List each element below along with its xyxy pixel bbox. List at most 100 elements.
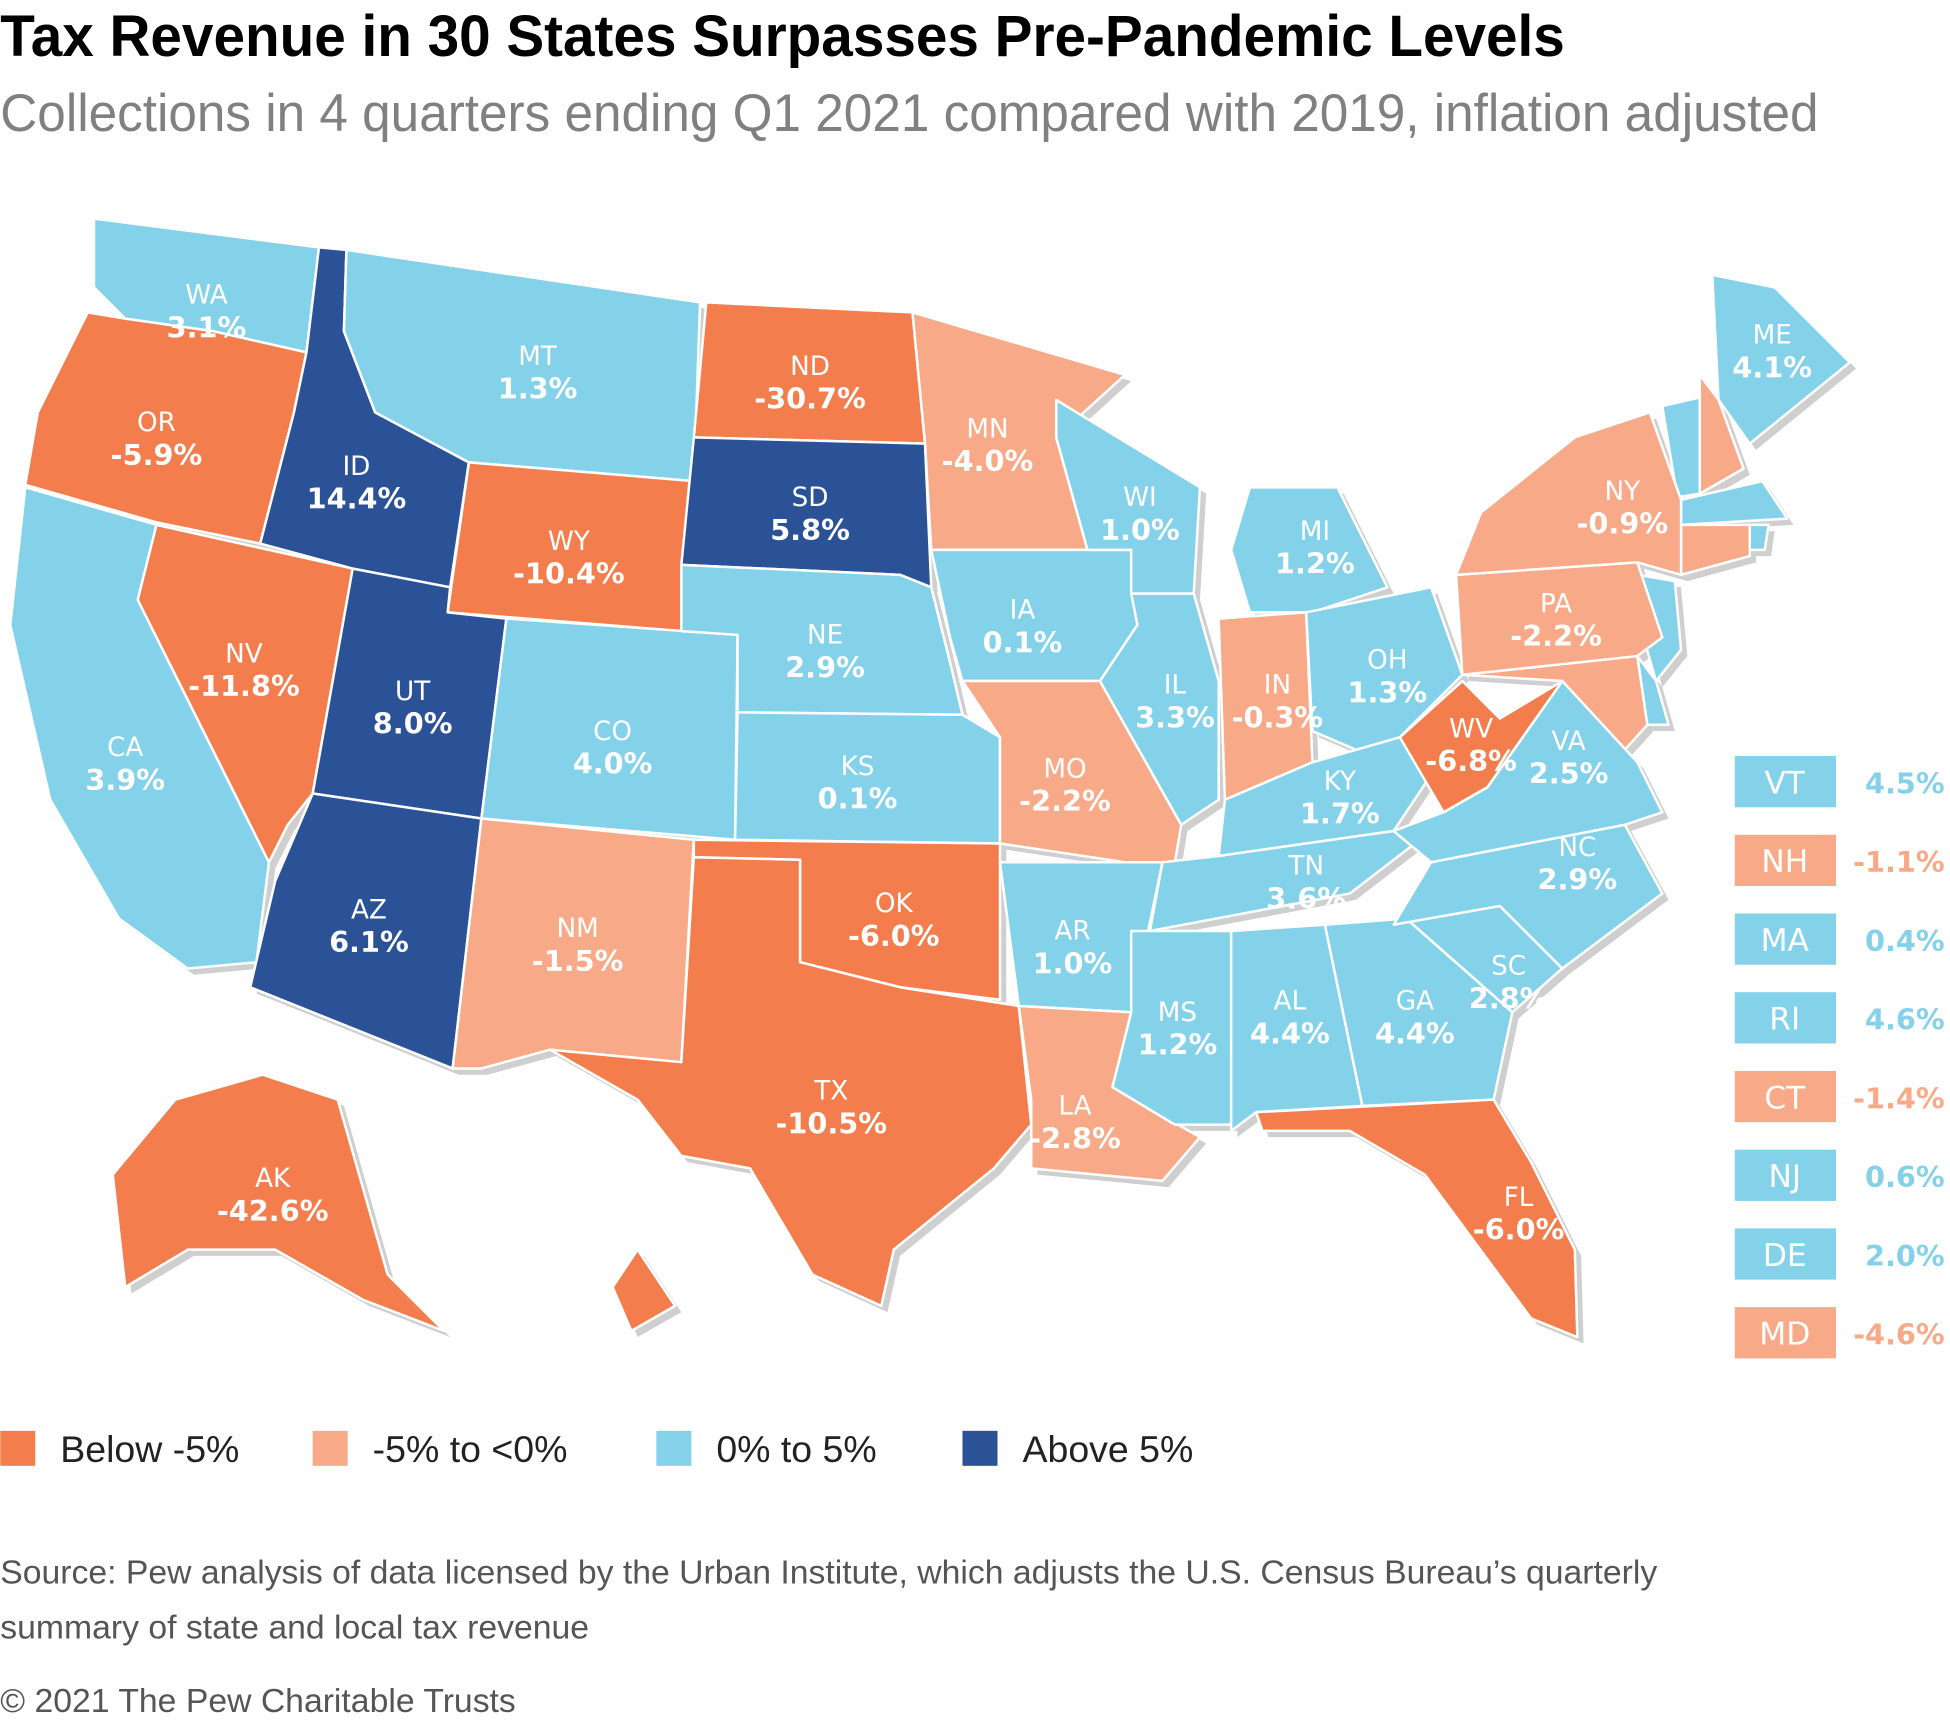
small-state-abbr: RI	[1769, 1002, 1800, 1038]
state-label-value: -11.8%	[188, 669, 300, 703]
state-label-value: 4.1%	[1732, 350, 1812, 384]
state-label-value: 2.9%	[785, 650, 865, 684]
legend-label: Above 5%	[1022, 1428, 1193, 1470]
state-label-value: -6.0%	[1473, 1213, 1565, 1247]
chart-title: Tax Revenue in 30 States Surpasses Pre-P…	[0, 4, 1565, 69]
state-label-value: -4.0%	[942, 444, 1034, 478]
small-state-box-nj	[1734, 1149, 1837, 1201]
small-state-box-ma	[1734, 913, 1837, 965]
state-label-abbr: CO	[593, 717, 632, 747]
small-state-abbr: MA	[1761, 923, 1810, 959]
state-label-value: 4.4%	[1375, 1016, 1455, 1050]
state-label-value: 1.2%	[1138, 1028, 1218, 1062]
state-label-value: 14.4%	[307, 482, 407, 516]
state-ny[interactable]	[1454, 411, 1683, 577]
state-label-abbr: FL	[1504, 1183, 1534, 1213]
state-label-abbr: IA	[1010, 596, 1036, 626]
state-label-abbr: KS	[841, 752, 875, 782]
state-label-value: -30.7%	[754, 382, 866, 416]
state-label-abbr: AZ	[351, 895, 387, 925]
state-label-abbr: SC	[1491, 952, 1526, 982]
small-state-abbr: CT	[1764, 1080, 1806, 1116]
state-label-value: 8.0%	[373, 707, 453, 741]
small-state-box-ri	[1734, 992, 1837, 1044]
state-label-abbr: NV	[225, 639, 263, 669]
state-wv[interactable]	[1398, 679, 1564, 814]
state-label-abbr: OR	[137, 408, 176, 438]
legend-swatch	[0, 1430, 36, 1466]
state-label-value: 0.1%	[983, 625, 1063, 659]
state-label-value: 1.2%	[1275, 547, 1355, 581]
state-label-abbr: MS	[1158, 998, 1197, 1028]
state-label-value: -10.4%	[513, 557, 625, 591]
state-label-abbr: AL	[1274, 987, 1307, 1017]
state-label-value: 3.6%	[1266, 881, 1346, 915]
state-hi[interactable]	[611, 1248, 677, 1333]
small-state-abbr: NJ	[1768, 1159, 1801, 1195]
small-state-value: -1.4%	[1853, 1081, 1945, 1115]
small-state-box-nh	[1734, 834, 1837, 886]
state-label-value: -6.0%	[848, 919, 940, 953]
state-label-value: 1.0%	[1033, 946, 1113, 980]
state-label-abbr: WA	[185, 281, 228, 311]
state-label-abbr: WV	[1449, 714, 1493, 744]
state-nh[interactable]	[1698, 373, 1745, 495]
state-label-abbr: MT	[518, 342, 558, 372]
small-state-value: 2.0%	[1865, 1239, 1945, 1273]
state-label-abbr: UT	[395, 677, 431, 707]
small-state-box-md	[1734, 1307, 1837, 1359]
small-state-value: 4.5%	[1865, 767, 1945, 801]
state-label-abbr: VA	[1551, 727, 1585, 757]
state-ga[interactable]	[1323, 917, 1514, 1108]
state-label-abbr: LA	[1058, 1092, 1091, 1122]
state-ri[interactable]	[1748, 523, 1770, 552]
state-label-abbr: MN	[966, 414, 1008, 444]
state-label-abbr: WI	[1123, 483, 1157, 513]
small-state-abbr: DE	[1763, 1238, 1807, 1274]
state-label-value: -0.9%	[1577, 507, 1669, 541]
state-label-abbr: IL	[1164, 671, 1187, 701]
us-map	[9, 217, 1851, 1339]
state-wi[interactable]	[1054, 398, 1202, 595]
state-label-value: 2.8%	[1469, 981, 1549, 1015]
chart-subtitle: Collections in 4 quarters ending Q1 2021…	[0, 84, 1818, 143]
state-label-value: -6.8%	[1425, 744, 1517, 778]
state-label-abbr: WY	[548, 527, 591, 557]
state-label-value: 4.0%	[573, 747, 653, 781]
state-label-value: 0.1%	[818, 782, 898, 816]
state-label-value: -1.5%	[532, 944, 624, 978]
small-state-value: 0.4%	[1865, 924, 1945, 958]
small-state-abbr: VT	[1765, 766, 1806, 802]
state-label-abbr: ID	[342, 452, 370, 482]
state-fl[interactable]	[1254, 1098, 1579, 1339]
state-label-abbr: ME	[1753, 321, 1792, 351]
legend-swatch	[962, 1430, 998, 1466]
state-label-value: -0.3%	[1232, 700, 1324, 734]
state-label-abbr: GA	[1396, 987, 1434, 1017]
state-me[interactable]	[1711, 273, 1851, 445]
state-label-value: 6.1%	[329, 925, 409, 959]
state-az[interactable]	[248, 792, 483, 1070]
state-label-value: -2.2%	[1019, 784, 1111, 818]
state-label-value: -42.6%	[217, 1194, 329, 1228]
state-label-value: -2.8%	[1029, 1121, 1121, 1155]
legend: Below -5% -5% to <0% 0% to 5% Above 5%	[0, 1428, 1193, 1470]
legend-label: -5% to <0%	[373, 1428, 568, 1470]
state-label-abbr: AK	[255, 1164, 291, 1194]
state-label-abbr: HI	[546, 1245, 573, 1275]
state-label-abbr: PA	[1540, 589, 1572, 619]
small-state-value: -1.1%	[1853, 845, 1945, 879]
state-label-value: 3.3%	[1135, 700, 1215, 734]
small-states-key: VT 4.5% NH -1.1% MA 0.4% RI 4.6% CT -1.4% NJ 0.6% DE…	[1734, 756, 1945, 1359]
state-label-value: 1.7%	[1300, 797, 1380, 831]
state-label-value: 2.5%	[1529, 757, 1609, 791]
state-label-value: 3.9%	[85, 763, 165, 797]
small-state-box-de	[1734, 1228, 1837, 1280]
state-label-abbr: OH	[1367, 646, 1407, 676]
state-ak[interactable]	[111, 1073, 446, 1333]
state-label-abbr: TX	[813, 1077, 848, 1107]
state-label-value: 1.0%	[1100, 513, 1180, 547]
state-il[interactable]	[1098, 592, 1220, 827]
state-tx[interactable]	[548, 856, 1033, 1308]
